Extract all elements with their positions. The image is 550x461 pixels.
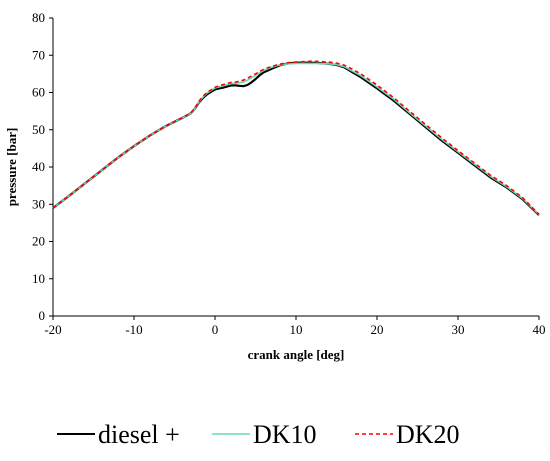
series-lines <box>52 60 540 216</box>
x-tick-label: 10 <box>290 322 303 337</box>
x-tick-label: 0 <box>212 322 219 337</box>
legend: diesel + DK10 DK20 <box>57 420 460 449</box>
x-axis-ticks: -20 -10 0 10 20 30 40 <box>44 316 546 337</box>
x-tick-label: -20 <box>44 322 61 337</box>
series-line-dk20 <box>52 60 540 215</box>
series-line-diesel <box>52 61 540 216</box>
x-tick-label: 20 <box>371 322 384 337</box>
y-axis-ticks: 0 10 20 30 40 50 60 70 80 <box>32 10 53 323</box>
y-tick-label: 30 <box>32 196 45 211</box>
y-tick-label: 60 <box>32 85 45 100</box>
y-tick-label: 80 <box>32 10 45 25</box>
legend-label: DK10 <box>253 420 317 449</box>
y-tick-label: 70 <box>32 47 45 62</box>
x-tick-label: 30 <box>452 322 465 337</box>
y-axis-title: pressure [bar] <box>4 128 19 207</box>
y-tick-label: 20 <box>32 234 45 249</box>
series-line-dk10 <box>52 62 540 216</box>
legend-label: diesel + <box>98 420 180 449</box>
plot-area: 0 10 20 30 40 50 60 70 80 -20 -10 0 10 20 30 40 <box>32 10 546 337</box>
legend-label: DK20 <box>396 420 460 449</box>
y-tick-label: 50 <box>32 122 45 137</box>
y-tick-label: 10 <box>32 271 45 286</box>
y-tick-label: 40 <box>32 159 45 174</box>
y-tick-label: 0 <box>39 308 46 323</box>
x-tick-label: 40 <box>533 322 546 337</box>
x-tick-label: -10 <box>125 322 142 337</box>
x-axis-title: crank angle [deg] <box>248 347 345 362</box>
